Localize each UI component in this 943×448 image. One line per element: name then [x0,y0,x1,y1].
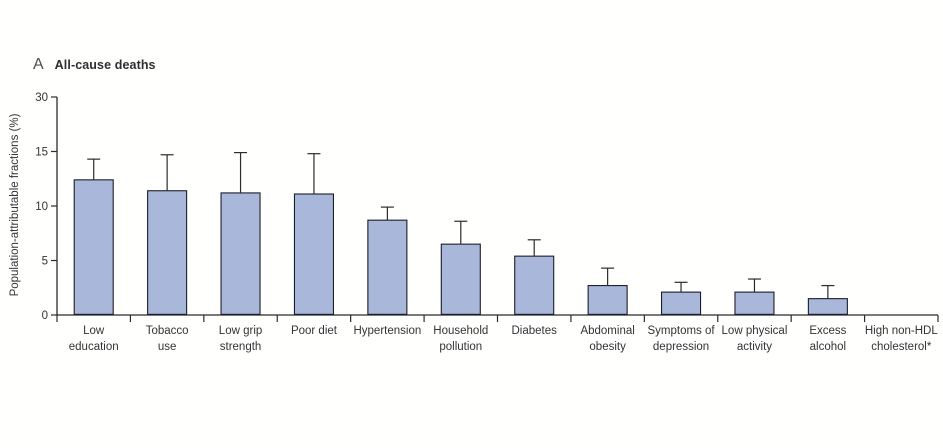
y-axis-title: Population-attributable fractions (%) [9,113,21,297]
bar [440,243,481,315]
bar [734,291,775,315]
x-category-label: obesity [589,341,626,353]
x-category-label: Hypertension [353,325,421,337]
x-category-label: Household [433,325,488,337]
panel-letter: A [33,56,44,73]
bar [807,298,848,315]
bar [367,219,408,315]
x-category-label: Tobacco [146,325,189,337]
bar [293,193,335,315]
x-category-label: depression [653,341,709,353]
x-category-label: High non-HDL [865,325,938,337]
bar [220,192,261,315]
bar [514,255,555,315]
chart-title: All-cause deaths [54,58,156,72]
y-tick-label: 10 [35,201,48,213]
x-category-label: education [69,341,119,353]
x-category-label: cholesterol* [871,341,932,353]
x-category-label: Low [83,325,105,337]
x-category-label: use [158,341,177,353]
x-category-label: Diabetes [512,325,558,337]
y-tick-label: 30 [35,92,48,104]
bar [73,179,114,315]
x-category-label: Excess [809,325,846,337]
x-category-label: strength [220,341,262,353]
x-category-label: Low physical [722,325,788,337]
x-category-label: activity [737,341,772,353]
x-category-label: Symptoms of [647,325,715,337]
bar [587,285,628,315]
x-category-label: alcohol [810,341,846,353]
x-category-label: pollution [439,341,482,353]
x-category-label: Poor diet [291,325,338,337]
y-tick-label: 5 [42,256,48,268]
x-category-label: Low grip [219,325,262,337]
bar [660,291,702,315]
x-category-label: Abdominal [580,325,634,337]
y-tick-label: 0 [42,310,48,322]
y-tick-label: 15 [35,147,48,159]
bar [147,190,188,315]
panel-header: A All-cause deaths [33,56,156,74]
